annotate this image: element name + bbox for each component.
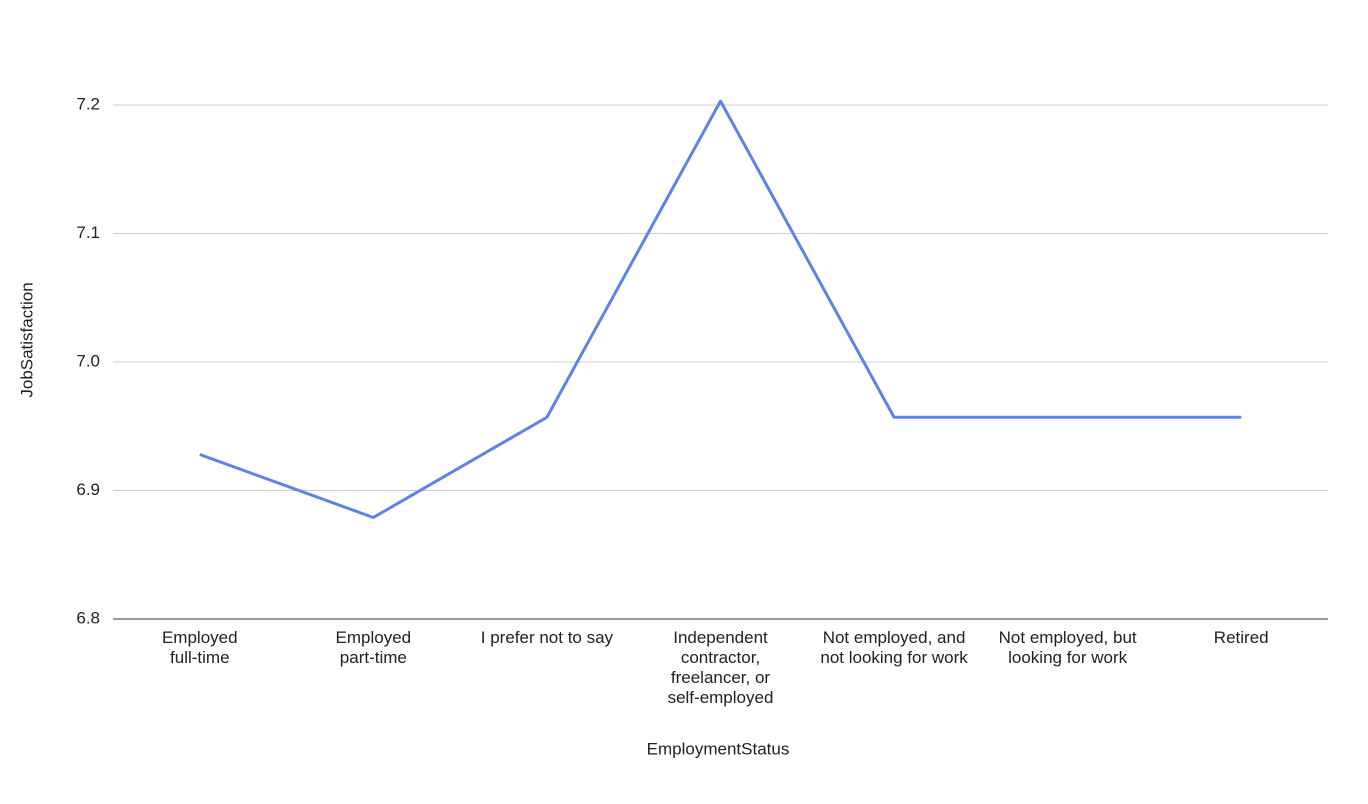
y-tick-label: 6.9 bbox=[76, 480, 100, 499]
x-axis-title: EmploymentStatus bbox=[647, 739, 790, 758]
x-tick-label: Retired bbox=[1213, 628, 1269, 647]
x-tick-label: Not employed, and not looking for work bbox=[820, 628, 968, 667]
x-tick-label: I prefer not to say bbox=[480, 628, 614, 647]
y-tick-label: 7.0 bbox=[76, 351, 100, 370]
y-tick-label: 7.2 bbox=[76, 94, 100, 113]
y-tick-label: 7.1 bbox=[76, 223, 100, 242]
x-tick-label: Employed part-time bbox=[335, 628, 412, 667]
data-line bbox=[199, 99, 1242, 519]
x-tick-label: Employed full-time bbox=[161, 628, 238, 667]
y-axis-title: JobSatisfaction bbox=[17, 282, 36, 397]
y-tick-label: 6.8 bbox=[76, 608, 100, 627]
x-tick-label: Not employed, but looking for work bbox=[998, 628, 1137, 667]
x-tick-label: Independent contractor, freelancer, or s… bbox=[667, 628, 774, 707]
